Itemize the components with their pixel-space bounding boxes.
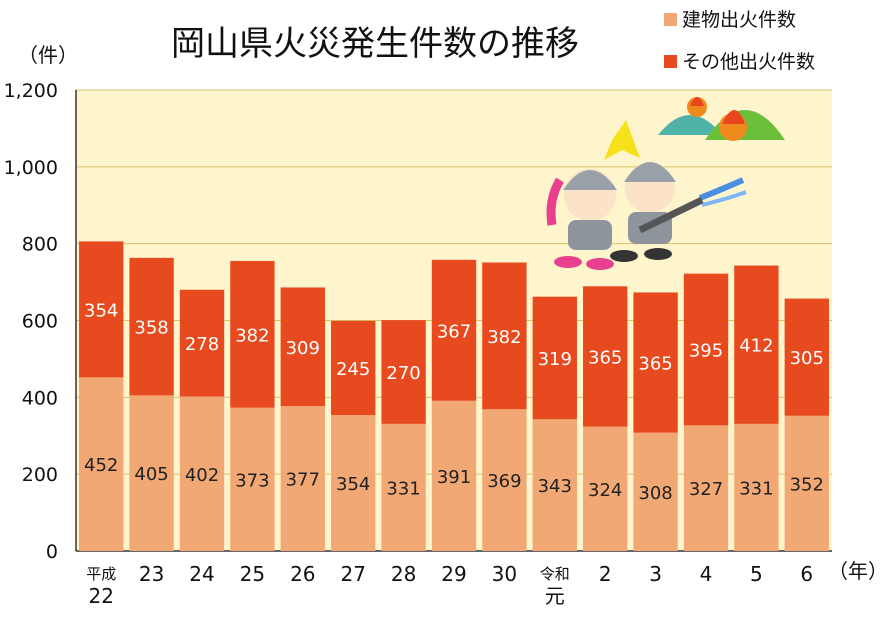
bar-building xyxy=(280,406,325,551)
x-tick-label: 28 xyxy=(391,562,416,586)
bar-other xyxy=(633,292,678,433)
data-label-other: 270 xyxy=(386,363,420,384)
bar-other xyxy=(179,289,225,397)
y-tick-label: 800 xyxy=(22,234,58,256)
x-tick-label: 26 xyxy=(290,562,315,586)
x-axis-unit: （年） xyxy=(828,559,888,583)
bar-building xyxy=(381,423,426,551)
data-labels: 452 354 405 358 402 278 373 382 377 309 354 245 331 2… xyxy=(84,300,824,503)
y-tick-label: 1,000 xyxy=(4,157,58,179)
data-label-building: 308 xyxy=(638,483,672,504)
bar-other xyxy=(683,273,729,426)
data-label-building: 352 xyxy=(790,474,824,495)
x-tick-label: 6 xyxy=(800,562,813,586)
y-tick-label: 600 xyxy=(22,311,58,333)
data-label-building: 354 xyxy=(336,474,370,495)
data-label-building: 331 xyxy=(386,478,420,499)
x-tick-label: 2 xyxy=(599,562,612,586)
bar-building xyxy=(431,400,477,551)
legend-label-other: その他出火件数 xyxy=(682,51,815,73)
x-tick-label-line2: 元 xyxy=(545,584,565,608)
bar-other xyxy=(583,286,628,427)
y-axis-ticks: 0 200 400 600 800 1,000 1,200 xyxy=(4,80,58,563)
data-label-building: 324 xyxy=(588,480,622,501)
legend: 建物出火件数 その他出火件数 xyxy=(664,9,815,73)
data-label-building: 377 xyxy=(286,470,320,491)
data-label-other: 319 xyxy=(538,349,572,370)
data-label-other: 382 xyxy=(235,325,269,346)
x-tick-label: 24 xyxy=(189,562,214,586)
data-label-other: 309 xyxy=(286,338,320,359)
data-label-building: 369 xyxy=(487,471,521,492)
bar-other xyxy=(129,257,174,396)
x-tick-label: 4 xyxy=(700,562,713,586)
bar-building xyxy=(583,426,628,551)
bar-other xyxy=(79,241,124,378)
data-label-other: 395 xyxy=(689,341,723,362)
bar-other xyxy=(431,259,477,401)
x-tick-label: 令和 xyxy=(540,565,570,583)
legend-swatch-building xyxy=(664,13,677,26)
data-label-building: 343 xyxy=(538,476,572,497)
x-tick-label: 25 xyxy=(240,562,265,586)
data-label-other: 365 xyxy=(588,347,622,368)
legend-label-building: 建物出火件数 xyxy=(682,9,796,31)
bar-building xyxy=(482,409,527,551)
x-tick-label: 平成 xyxy=(86,565,116,583)
bar-other xyxy=(482,262,527,410)
data-label-other: 382 xyxy=(487,327,521,348)
x-tick-label: 5 xyxy=(750,562,763,586)
bar-other xyxy=(381,320,426,424)
bar-other xyxy=(280,287,325,407)
bar-building xyxy=(734,423,779,551)
bar-other xyxy=(784,298,829,416)
firefighter-mascot-illustration xyxy=(546,97,785,270)
data-label-other: 365 xyxy=(638,354,672,375)
bar-building xyxy=(230,407,275,551)
bar-other xyxy=(734,265,779,424)
bar-building xyxy=(683,425,729,551)
data-label-other: 278 xyxy=(185,334,219,355)
data-label-other: 358 xyxy=(134,318,168,339)
bar-other xyxy=(230,260,275,408)
bar-building xyxy=(784,415,829,551)
y-tick-label: 200 xyxy=(22,464,58,486)
x-tick-label: 23 xyxy=(139,562,164,586)
data-label-other: 412 xyxy=(739,336,773,357)
data-label-building: 452 xyxy=(84,455,118,476)
bar-building xyxy=(532,419,577,551)
bar-building xyxy=(129,395,174,551)
data-label-building: 331 xyxy=(739,478,773,499)
x-tick-label: 29 xyxy=(441,562,466,586)
bar-other xyxy=(331,320,376,416)
data-label-building: 327 xyxy=(689,479,723,500)
bars xyxy=(79,241,829,551)
data-label-other: 305 xyxy=(790,348,824,369)
x-tick-label: 30 xyxy=(492,562,517,586)
data-label-building: 373 xyxy=(235,470,269,491)
bar-building xyxy=(79,377,124,551)
data-label-other: 245 xyxy=(336,359,370,380)
x-tick-label: 27 xyxy=(340,562,365,586)
chart-title: 岡山県火災発生件数の推移 xyxy=(171,24,579,64)
x-tick-label: 3 xyxy=(649,562,662,586)
y-tick-label: 400 xyxy=(22,387,58,409)
data-label-other: 354 xyxy=(84,300,118,321)
data-label-building: 402 xyxy=(185,465,219,486)
data-label-building: 391 xyxy=(437,467,471,488)
bar-other xyxy=(532,296,577,420)
data-label-other: 367 xyxy=(437,321,471,342)
bar-building xyxy=(179,396,225,551)
bar-building xyxy=(633,432,678,551)
y-tick-label: 0 xyxy=(46,541,58,563)
legend-swatch-other xyxy=(664,55,677,68)
y-axis-unit: （件） xyxy=(18,43,78,67)
y-tick-label: 1,200 xyxy=(4,80,58,102)
x-tick-label-line2: 22 xyxy=(88,584,113,608)
data-label-building: 405 xyxy=(134,464,168,485)
bar-building xyxy=(331,415,376,551)
